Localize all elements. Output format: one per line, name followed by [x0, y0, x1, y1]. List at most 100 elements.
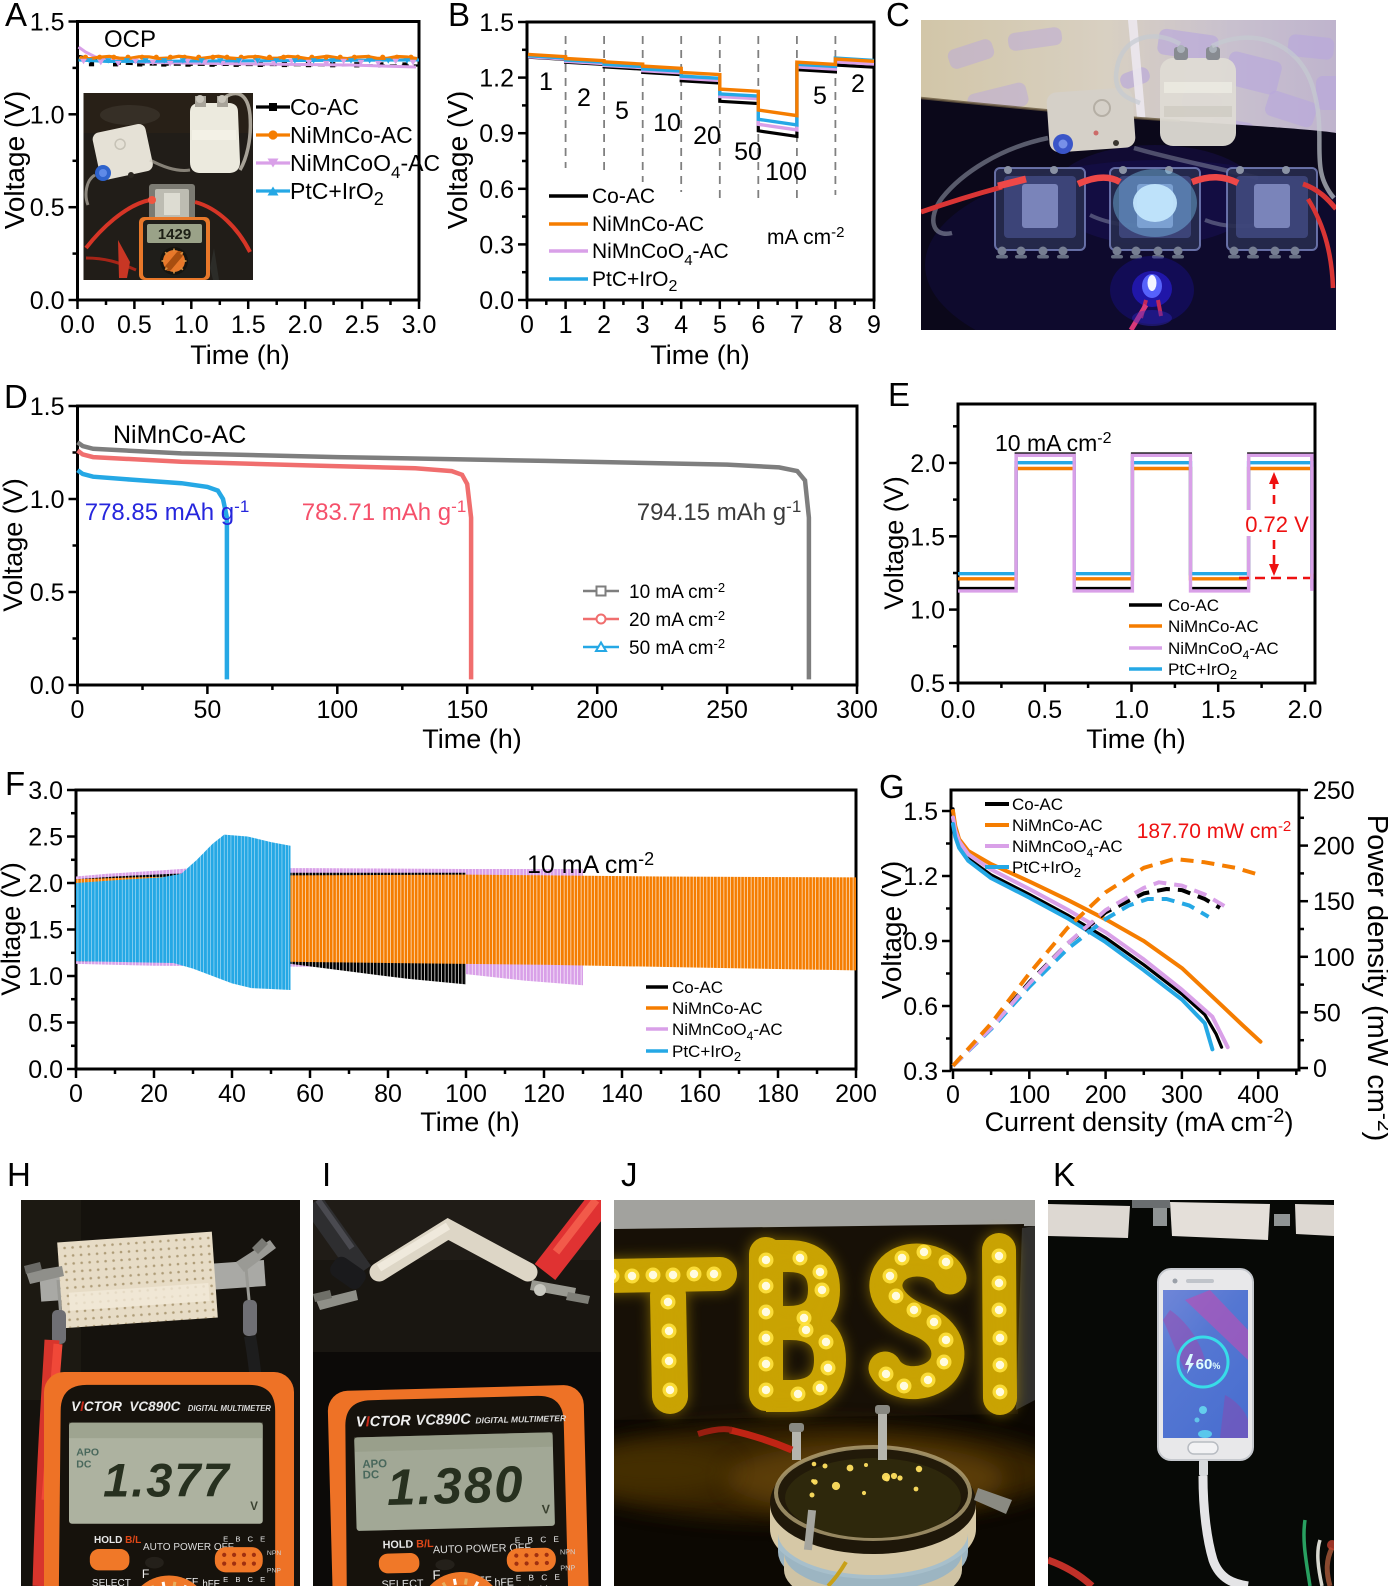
svg-text:1.5: 1.5	[910, 523, 945, 551]
svg-text:0.5: 0.5	[28, 1010, 63, 1038]
svg-text:1.377: 1.377	[103, 1454, 231, 1507]
svg-text:PtC+IrO2: PtC+IrO2	[1168, 660, 1237, 682]
svg-text:1.5: 1.5	[479, 9, 514, 37]
svg-text:Power density (mW cm-2): Power density (mW cm-2)	[1361, 815, 1388, 1141]
svg-text:0.9: 0.9	[903, 928, 938, 956]
svg-text:0: 0	[71, 696, 85, 724]
svg-text:200: 200	[1085, 1081, 1127, 1109]
svg-text:hFE: hFE	[494, 1576, 514, 1586]
svg-text:Time (h): Time (h)	[190, 340, 290, 370]
svg-text:I: I	[322, 1156, 331, 1193]
svg-text:1.0: 1.0	[30, 486, 65, 514]
svg-text:0.6: 0.6	[479, 176, 514, 204]
svg-text:Voltage (V): Voltage (V)	[0, 862, 26, 996]
svg-text:Time (h): Time (h)	[422, 724, 522, 754]
svg-text:1.0: 1.0	[910, 597, 945, 625]
svg-text:50: 50	[1313, 999, 1341, 1027]
svg-text:0.0: 0.0	[60, 311, 95, 339]
svg-text:0.0: 0.0	[30, 672, 65, 700]
svg-text:6: 6	[751, 311, 765, 339]
svg-text:Time (h): Time (h)	[420, 1107, 520, 1137]
svg-text:300: 300	[836, 696, 878, 724]
svg-text:H: H	[7, 1156, 31, 1193]
svg-text:E B C E: E B C E	[516, 1573, 563, 1583]
svg-text:120: 120	[523, 1080, 565, 1108]
svg-text:0.0: 0.0	[941, 696, 976, 724]
svg-text:2: 2	[851, 70, 865, 98]
svg-text:E: E	[888, 376, 910, 413]
svg-text:NiMnCo-AC: NiMnCo-AC	[592, 213, 704, 236]
svg-text:250: 250	[1313, 777, 1355, 805]
svg-text:5: 5	[813, 82, 827, 110]
svg-text:100: 100	[316, 696, 358, 724]
svg-text:3: 3	[636, 311, 650, 339]
svg-text:140: 140	[601, 1080, 643, 1108]
svg-text:0: 0	[520, 311, 534, 339]
svg-text:Co-AC: Co-AC	[290, 94, 359, 120]
svg-text:200: 200	[1313, 833, 1355, 861]
svg-text:20 mA cm-2: 20 mA cm-2	[629, 608, 725, 631]
svg-text:NiMnCo-AC: NiMnCo-AC	[113, 421, 246, 449]
svg-text:2.0: 2.0	[1288, 696, 1323, 724]
svg-text:V: V	[250, 1501, 258, 1513]
svg-text:8: 8	[828, 311, 842, 339]
svg-text:DC: DC	[76, 1458, 92, 1470]
svg-text:50 mA cm-2: 50 mA cm-2	[629, 636, 725, 659]
svg-text:PtC+IrO2: PtC+IrO2	[592, 268, 677, 295]
svg-text:E B C E: E B C E	[223, 1575, 268, 1584]
svg-text:2.0: 2.0	[288, 311, 323, 339]
svg-text:DC: DC	[363, 1469, 380, 1481]
svg-text:5: 5	[713, 311, 727, 339]
svg-text:K: K	[1053, 1156, 1075, 1193]
svg-text:0.0: 0.0	[28, 1056, 63, 1084]
svg-text:40: 40	[218, 1080, 246, 1108]
svg-text:10 mA cm-2: 10 mA cm-2	[629, 580, 725, 603]
svg-text:0.5: 0.5	[910, 670, 945, 698]
svg-text:HOLD B/L: HOLD B/L	[382, 1538, 434, 1551]
svg-text:1.2: 1.2	[903, 863, 938, 891]
svg-text:VC890C: VC890C	[415, 1412, 471, 1429]
svg-text:hFE: hFE	[202, 1579, 220, 1586]
svg-text:E B C E: E B C E	[223, 1534, 268, 1543]
svg-text:9: 9	[867, 311, 881, 339]
svg-text:100: 100	[1008, 1081, 1050, 1109]
svg-text:0.0: 0.0	[30, 287, 65, 315]
svg-text:10 mA cm-2: 10 mA cm-2	[527, 849, 654, 879]
svg-text:0.5: 0.5	[1027, 696, 1062, 724]
svg-text:0.72 V: 0.72 V	[1245, 512, 1309, 537]
svg-text:OCP: OCP	[104, 26, 156, 53]
svg-text:NiMnCo-AC: NiMnCo-AC	[290, 122, 413, 148]
svg-text:1: 1	[539, 68, 553, 96]
svg-text:20: 20	[140, 1080, 168, 1108]
svg-text:0.0: 0.0	[479, 287, 514, 315]
svg-text:100: 100	[1313, 944, 1355, 972]
svg-text:0: 0	[946, 1081, 960, 1109]
svg-text:PtC+IrO2: PtC+IrO2	[672, 1042, 741, 1064]
svg-text:NPN: NPN	[267, 1550, 281, 1557]
svg-text:2.5: 2.5	[345, 311, 380, 339]
svg-text:10: 10	[653, 109, 681, 137]
svg-text:2: 2	[597, 311, 611, 339]
svg-text:SELECT: SELECT	[381, 1578, 424, 1586]
svg-text:1.5: 1.5	[903, 798, 938, 826]
svg-text:5: 5	[615, 97, 629, 125]
svg-text:Voltage (V): Voltage (V)	[442, 91, 473, 230]
svg-text:4: 4	[674, 311, 688, 339]
svg-text:794.15 mAh g-1: 794.15 mAh g-1	[637, 497, 802, 526]
svg-text:1429: 1429	[158, 226, 191, 243]
svg-text:1: 1	[559, 311, 573, 339]
svg-text:PNP: PNP	[560, 1563, 575, 1572]
svg-text:3.0: 3.0	[402, 311, 437, 339]
svg-text:1.5: 1.5	[30, 9, 65, 37]
svg-text:200: 200	[576, 696, 618, 724]
svg-text:Time (h): Time (h)	[1086, 724, 1186, 754]
svg-text:2: 2	[577, 84, 591, 112]
svg-text:0.6: 0.6	[903, 993, 938, 1021]
svg-text:1.5: 1.5	[1201, 696, 1236, 724]
svg-text:Voltage (V): Voltage (V)	[879, 476, 909, 610]
svg-text:160: 160	[679, 1080, 721, 1108]
svg-text:150: 150	[1313, 888, 1355, 916]
svg-text:10 mA cm-2: 10 mA cm-2	[995, 430, 1112, 456]
svg-text:1.0: 1.0	[30, 101, 65, 129]
svg-text:J: J	[621, 1156, 638, 1193]
